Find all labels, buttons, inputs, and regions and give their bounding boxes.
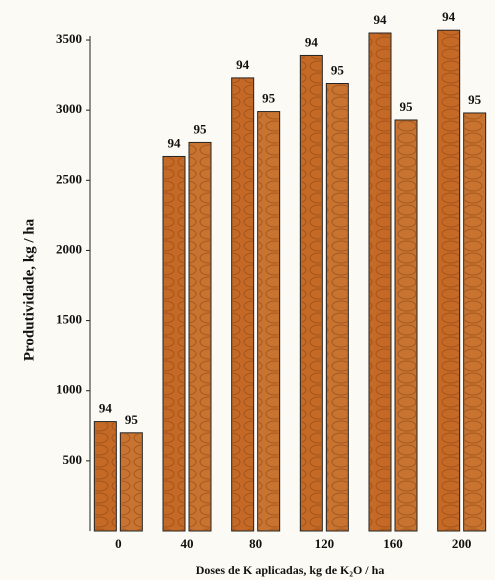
bar-series-label: 95 — [125, 412, 139, 427]
bar-group — [464, 113, 486, 531]
bar-group — [395, 120, 417, 531]
x-tick-label: 160 — [383, 536, 403, 551]
bar-series-label: 95 — [262, 91, 276, 106]
bar-group — [163, 156, 185, 531]
bar-series-label: 94 — [99, 401, 113, 416]
bar-texture — [301, 56, 321, 530]
x-tick-label: 120 — [315, 536, 335, 551]
y-axis-title: Produtividade, kg / ha — [21, 218, 37, 361]
y-tick-label: 1500 — [56, 312, 82, 327]
x-tick-label: 40 — [181, 536, 194, 551]
x-axis-title: Doses de K aplicadas, kg de K₂O / ha — [196, 563, 385, 577]
y-tick-label: 500 — [63, 452, 83, 467]
bar-series-label: 95 — [468, 92, 482, 107]
bar-texture — [121, 434, 141, 530]
x-tick-label: 0 — [115, 536, 122, 551]
x-tick-label: 200 — [452, 536, 472, 551]
bar-group — [120, 433, 142, 531]
bar-texture — [259, 113, 279, 530]
bar-texture — [439, 31, 459, 530]
bar-texture — [233, 79, 253, 530]
bar-texture — [95, 423, 115, 530]
y-tick-label: 3500 — [56, 31, 82, 46]
chart: Produtividade, kg / ha Doses de K aplica… — [0, 0, 495, 580]
bar-group — [369, 33, 391, 531]
bar-series-label: 94 — [168, 135, 182, 150]
bar-series-label: 95 — [400, 99, 414, 114]
bar-series-label: 95 — [194, 121, 208, 136]
bar-group — [258, 112, 280, 531]
bar-series-label: 94 — [374, 12, 388, 27]
bar-texture — [465, 114, 485, 530]
bar-series-label: 95 — [331, 62, 345, 77]
bar-series-label: 94 — [236, 57, 250, 72]
bar-texture — [327, 85, 347, 530]
y-tick-label: 2500 — [56, 171, 82, 186]
bar-series-label: 94 — [442, 9, 456, 24]
x-tick-label: 80 — [249, 536, 262, 551]
y-tick-label: 1000 — [56, 382, 82, 397]
y-tick-label: 3000 — [56, 101, 82, 116]
bar-group — [438, 30, 460, 531]
bar-texture — [190, 143, 210, 530]
bar-group — [300, 55, 322, 531]
bar-texture — [396, 121, 416, 530]
bar-series-label: 94 — [305, 34, 319, 49]
bar-texture — [164, 157, 184, 530]
bar-group — [94, 422, 116, 531]
y-tick-label: 2000 — [56, 241, 82, 256]
bar-group — [189, 142, 211, 531]
bar-texture — [370, 34, 390, 530]
bar-group — [326, 84, 348, 531]
bar-group — [232, 78, 254, 531]
